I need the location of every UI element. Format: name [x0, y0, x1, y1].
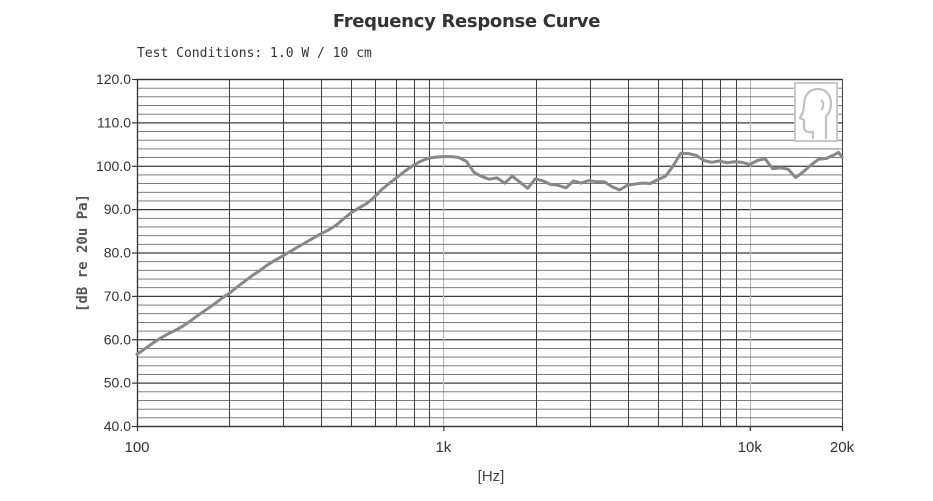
x-axis-label: [Hz] — [478, 468, 505, 485]
head-profile-icon — [794, 82, 838, 142]
x-tick-label: 100 — [124, 439, 149, 456]
x-tick-label: 20k — [830, 439, 855, 456]
y-tick-label: 40.0 — [104, 418, 131, 434]
y-tick-label: 70.0 — [104, 288, 131, 304]
y-tick-label: 50.0 — [104, 375, 131, 391]
axes — [132, 78, 844, 431]
tick-labels: 40.0 50.0 60.0 70.0 80.0 90.0 100.0 110.0 120.0 1… — [96, 71, 855, 456]
y-tick-label: 80.0 — [104, 245, 131, 261]
x-tick-label: 10k — [738, 439, 763, 456]
grid-minor-lines — [137, 79, 843, 426]
series-line — [135, 150, 844, 356]
y-tick-label: 90.0 — [104, 201, 131, 217]
y-tick-label: 100.0 — [96, 158, 131, 174]
y-axis-label: [dB re 20u Pa] — [75, 194, 91, 312]
y-tick-label: 60.0 — [104, 331, 131, 347]
chart-title: Frequency Response Curve — [332, 11, 601, 32]
y-tick-label: 110.0 — [97, 114, 131, 130]
test-conditions: Test Conditions: 1.0 W / 10 cm — [137, 46, 372, 61]
x-tick-label: 1k — [435, 439, 451, 456]
series-layer — [135, 150, 844, 356]
y-tick-label: 120.0 — [96, 71, 131, 87]
